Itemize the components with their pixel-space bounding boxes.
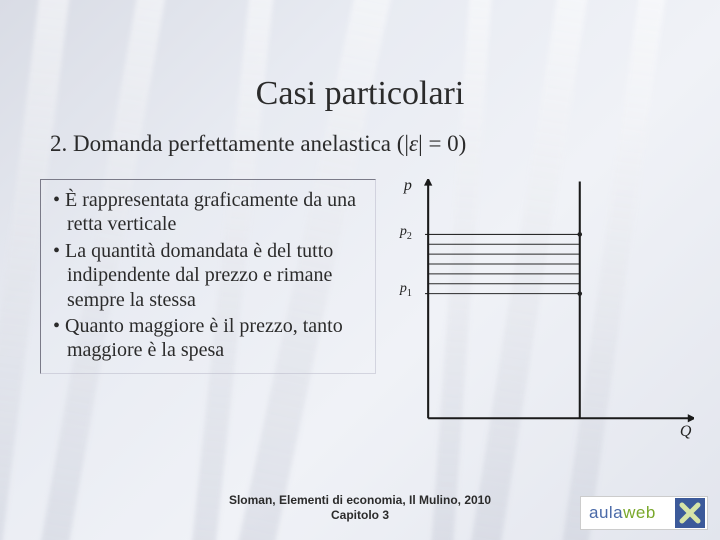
- subtitle-suffix: | = 0): [418, 131, 466, 156]
- logo-icon: [675, 498, 705, 528]
- chart-svg: [424, 179, 694, 429]
- slide-title: Casi particolari: [30, 75, 690, 113]
- aulaweb-logo: aulaweb: [580, 496, 708, 530]
- y-axis-label: p: [404, 177, 412, 195]
- bullets-list: È rappresentata graficamente da una rett…: [49, 188, 365, 363]
- bullet-item: È rappresentata graficamente da una rett…: [53, 188, 365, 237]
- epsilon-symbol: ε: [409, 131, 418, 156]
- logo-text: aulaweb: [581, 503, 656, 523]
- p2-label: p2: [400, 224, 412, 242]
- bullets-box: È rappresentata graficamente da una rett…: [40, 179, 376, 374]
- bullet-item: Quanto maggiore è il prezzo, tanto maggi…: [53, 314, 365, 363]
- demand-chart: p p2 p1 Q: [394, 179, 690, 449]
- logo-text-a: aula: [589, 503, 623, 522]
- subtitle-prefix: 2. Domanda perfettamente anelastica (|: [50, 131, 409, 156]
- bullet-item: La quantità domandata è del tutto indipe…: [53, 239, 365, 312]
- slide-subtitle: 2. Domanda perfettamente anelastica (|ε|…: [50, 131, 690, 157]
- logo-text-b: web: [623, 503, 656, 522]
- p1-label: p1: [400, 281, 412, 299]
